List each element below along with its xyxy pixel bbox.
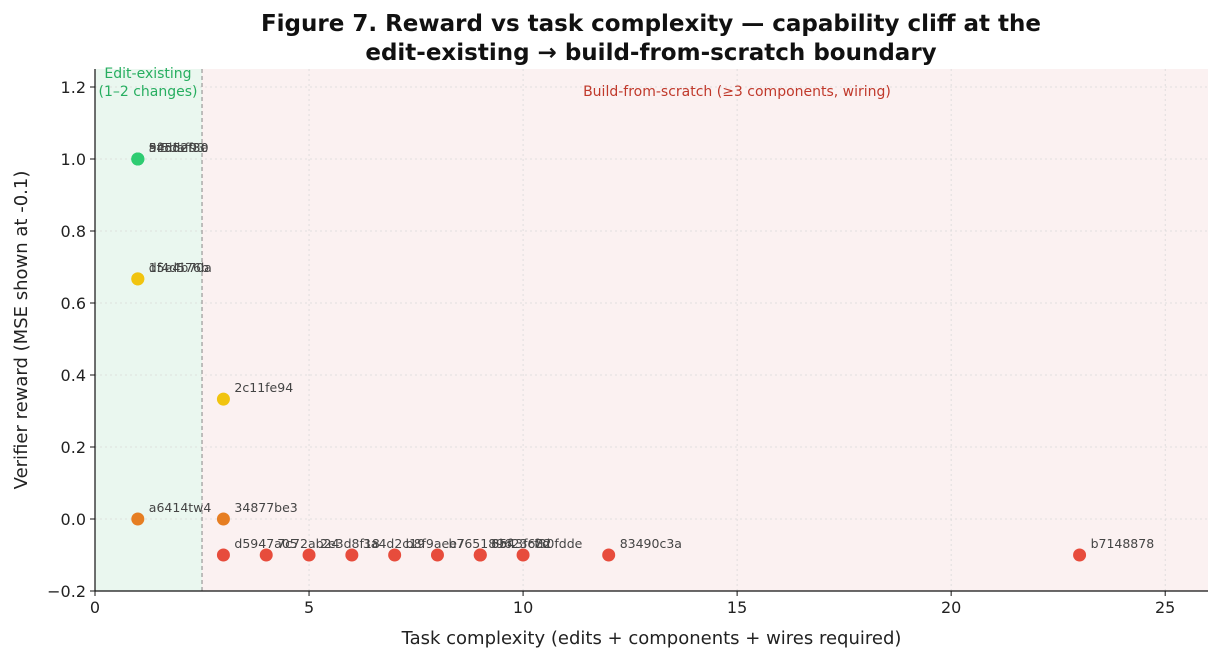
- data-point-17: [602, 548, 616, 562]
- data-point-7: [216, 512, 230, 526]
- point-label-10: 2e3d8f18: [320, 536, 380, 551]
- point-label-16: f30fdde: [534, 536, 583, 551]
- x-tick-label: 25: [1155, 598, 1175, 617]
- point-label-13: b7651896: [448, 536, 512, 551]
- point-label-8: d5947a05: [234, 536, 297, 551]
- region-label-build-from-scratch: Build-from-scratch (≥3 components, wirin…: [583, 84, 891, 100]
- y-tick-label: 1.2: [61, 78, 86, 97]
- y-tick-label: 0.0: [61, 510, 86, 529]
- chart-title-line: Figure 7. Reward vs task complexity — ca…: [261, 11, 1041, 37]
- chart-title: Figure 7. Reward vs task complexity — ca…: [261, 11, 1041, 66]
- y-tick-label: 0.8: [61, 222, 86, 241]
- data-point-13: [430, 548, 444, 562]
- y-tick-label: 0.2: [61, 438, 86, 457]
- axes-layer: 0 5 10 15 20 25 −0.2 0.0 0.2 0.4 0.6 0.8 1.0 1.2 Task …: [11, 69, 1208, 649]
- data-point-15: [473, 548, 487, 562]
- data-point-12: [388, 548, 402, 562]
- x-tick-label: 15: [727, 598, 747, 617]
- point-label-18: b7148878: [1091, 536, 1155, 551]
- data-point-10: [302, 548, 316, 562]
- point-label-2: a4d5ef8e: [149, 140, 209, 155]
- x-tick-label: 5: [304, 598, 314, 617]
- point-label-3: d5e4b70a: [149, 260, 212, 275]
- y-tick-label: 0.4: [61, 366, 86, 385]
- region-label-edit-existing: Edit-existing: [104, 66, 191, 82]
- point-label-14: 8543f682: [491, 536, 551, 551]
- labels-layer: Edit-existing (1–2 changes) Build-from-scr…: [98, 66, 1154, 551]
- data-point-4: [131, 272, 145, 286]
- points-layer: [131, 152, 1087, 562]
- y-tick-label: 1.0: [61, 150, 86, 169]
- point-label-5: 2c11fe94: [234, 380, 293, 395]
- point-label-11: 3a4d2c19: [363, 536, 425, 551]
- data-point-5: [216, 392, 230, 406]
- point-label-15: 6bf23c7d: [491, 536, 550, 551]
- point-label-6: a6414tw4: [149, 500, 212, 515]
- region-label-edit-existing: (1–2 changes): [98, 84, 197, 100]
- regions-layer: [95, 69, 1208, 591]
- point-label-1: 9e5d2f30: [149, 140, 209, 155]
- x-tick-label: 20: [941, 598, 961, 617]
- point-label-0: 5f5daf93: [149, 140, 205, 155]
- data-point-9: [259, 548, 273, 562]
- y-axis-label: Verifier reward (MSE shown at -0.1): [11, 171, 32, 490]
- data-point-8: [216, 548, 230, 562]
- data-point-16: [516, 548, 530, 562]
- x-axis-label: Task complexity (edits + components + wi…: [401, 628, 902, 649]
- data-point-11: [345, 548, 359, 562]
- y-tick-label: 0.6: [61, 294, 86, 313]
- point-label-17: 83490c3a: [620, 536, 682, 551]
- point-label-7: 34877be3: [234, 500, 297, 515]
- region-band-0: [95, 69, 203, 591]
- data-point-6: [131, 512, 145, 526]
- x-tick-label: 10: [513, 598, 533, 617]
- y-tick-label: −0.2: [47, 582, 86, 601]
- chart-title-line: edit-existing → build-from-scratch bound…: [365, 40, 936, 66]
- x-tick-label: 0: [90, 598, 100, 617]
- data-point-18: [1073, 548, 1087, 562]
- point-label-4: 1f4d576b: [149, 260, 209, 275]
- point-label-9: 7c72ab24: [277, 536, 339, 551]
- point-label-12: b8f9aee7: [406, 536, 465, 551]
- data-point-2: [131, 152, 145, 166]
- region-band-1: [202, 69, 1208, 591]
